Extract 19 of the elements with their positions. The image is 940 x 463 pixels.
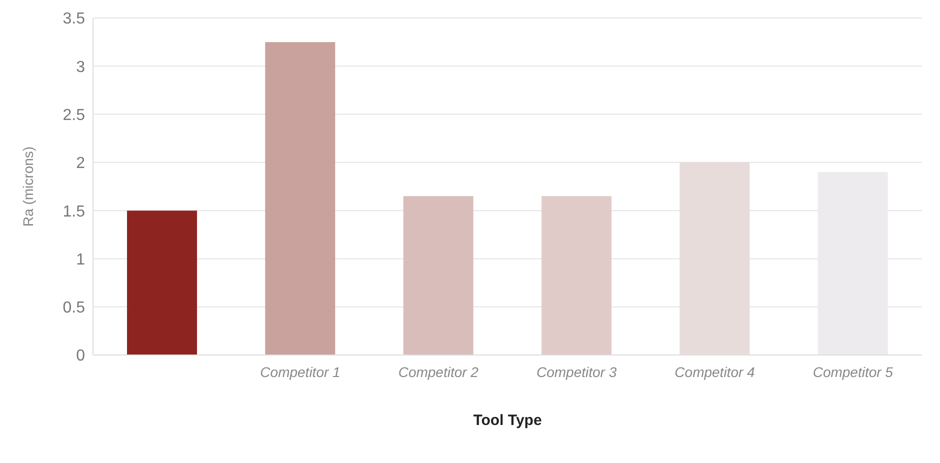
x-tick-label: Competitor 1: [260, 364, 340, 380]
bar: [542, 196, 612, 355]
y-axis-title: Ra (microns): [20, 146, 36, 227]
y-tick-label: 2: [76, 155, 86, 172]
y-tick-label: 0: [76, 348, 86, 365]
y-tick-label: 1.5: [62, 203, 86, 220]
bar: [265, 42, 336, 355]
x-tick-label: Competitor 5: [812, 364, 894, 380]
x-tick-label: Competitor 3: [536, 364, 617, 380]
y-tick-label: 2.5: [62, 106, 86, 124]
y-tick-label: 0.5: [62, 300, 86, 317]
y-tick-label: 3: [76, 58, 86, 76]
x-tick-label: Competitor 4: [674, 364, 756, 380]
y-tick-label: 1: [76, 251, 86, 268]
bar: [127, 210, 197, 355]
x-axis-title: Tool Type: [473, 412, 542, 429]
bar: [403, 196, 474, 355]
x-tick-label: Competitor 2: [398, 364, 479, 380]
y-tick-label: 3.5: [62, 10, 86, 28]
